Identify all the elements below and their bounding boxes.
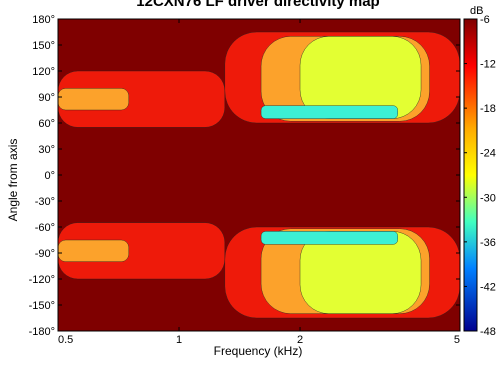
colorbar-tick-label: -12 [480, 59, 496, 71]
y-tick-label: -60° [35, 222, 55, 234]
colorbar-tick-label: -24 [480, 148, 496, 160]
colorbar-tick-label: -48 [480, 326, 496, 338]
y-tick-label: 90° [38, 92, 55, 104]
contour-region [57, 239, 129, 262]
x-tick-label: 1 [176, 334, 182, 346]
y-tick-label: -30° [35, 196, 55, 208]
y-tick-label: -90° [35, 248, 55, 260]
x-axis-label: Frequency (kHz) [214, 344, 303, 358]
contour-region [260, 105, 398, 119]
contour-region [260, 231, 398, 245]
colorbar: -6 -12 -18 -24 -30 -36 -42 -48 [463, 14, 496, 338]
chart-title: 12CXN76 LF driver directivity map [136, 0, 379, 10]
colorbar-tick-label: -6 [480, 14, 490, 26]
y-tick-label: -150° [29, 300, 55, 312]
y-tick-label: 60° [38, 118, 55, 130]
y-tick-label: -180° [29, 326, 55, 338]
contour-region [57, 88, 129, 111]
colorbar-tick-label: -18 [480, 103, 496, 115]
plot-area [57, 18, 461, 332]
y-axis-label: Angle from axis [6, 139, 20, 222]
y-tick-label: 180° [32, 14, 55, 26]
y-axis-ticks: 180° 150° 120° 90° 60° 30° 0° -30° -60° -90° -120°… [29, 14, 460, 338]
y-tick-label: 0° [44, 170, 55, 182]
y-tick-label: 30° [38, 144, 55, 156]
x-tick-label: 5 [454, 334, 460, 346]
y-tick-label: 120° [32, 66, 55, 78]
y-tick-label: 150° [32, 40, 55, 52]
colorbar-unit-label: dB [470, 5, 483, 17]
x-axis-ticks: 0.5 1 2 5 [57, 19, 461, 346]
colorbar-tick-label: -30 [480, 192, 496, 204]
colorbar-gradient [463, 18, 478, 332]
x-tick-label: 0.5 [58, 334, 73, 346]
y-tick-label: -120° [29, 274, 55, 286]
x-tick-label: 2 [297, 334, 303, 346]
colorbar-tick-label: -42 [480, 281, 496, 293]
colorbar-tick-label: -36 [480, 237, 496, 249]
